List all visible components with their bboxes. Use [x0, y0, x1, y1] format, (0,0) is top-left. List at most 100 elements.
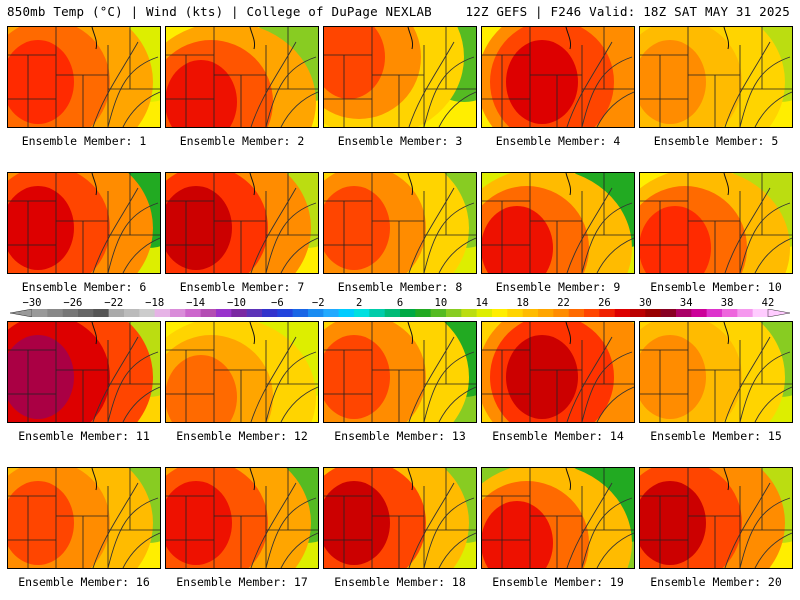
wind-contours [92, 482, 160, 568]
coastline [249, 468, 255, 491]
wind-contours [250, 336, 318, 422]
ensemble-member-label: Ensemble Member: 13 [334, 429, 466, 443]
colorbar-segment [752, 309, 769, 317]
colorbar-scale [10, 309, 790, 317]
colorbar-segment [446, 309, 462, 317]
ensemble-member-label: Ensemble Member: 5 [653, 134, 779, 148]
ensemble-member-label: Ensemble Member: 4 [495, 134, 621, 148]
colorbar-segment [676, 309, 692, 317]
state-boundaries [324, 27, 476, 127]
colorbar-tick-label: −10 [226, 297, 246, 309]
state-boundaries [640, 322, 792, 422]
colorbar-segment [737, 309, 753, 317]
ensemble-member-map [481, 172, 635, 274]
colorbar-tick-label: −6 [271, 297, 284, 309]
wind-contours [566, 482, 634, 568]
colorbar-tick-label: −30 [22, 297, 42, 309]
ensemble-member-label: Ensemble Member: 10 [650, 280, 782, 294]
colorbar-left-arrow [10, 309, 33, 317]
colorbar-segment [538, 309, 554, 317]
ensemble-member-label: Ensemble Member: 20 [650, 575, 782, 589]
ensemble-member-label: Ensemble Member: 11 [18, 429, 150, 443]
temperature-field-region [166, 355, 237, 422]
state-boundaries [166, 173, 318, 273]
ensemble-member-label: Ensemble Member: 2 [179, 134, 305, 148]
state-boundaries [166, 27, 318, 127]
wind-contours [566, 41, 634, 127]
temperature-field-region [8, 186, 74, 270]
coastline [723, 322, 729, 345]
coastline [407, 173, 413, 196]
colorbar-tick-label: −22 [104, 297, 124, 309]
wind-contours [250, 41, 318, 127]
colorbar-segment [216, 309, 232, 317]
temperature-field-region [506, 335, 578, 419]
colorbar-segment [507, 309, 523, 317]
temperature-field-region [640, 206, 711, 273]
state-boundaries [8, 173, 160, 273]
coastline [91, 468, 97, 491]
ensemble-member-map [639, 467, 793, 569]
colorbar-segment [338, 309, 355, 317]
colorbar-segment [584, 309, 600, 317]
temperature-field-region [8, 40, 74, 124]
colorbar-segment [231, 309, 247, 317]
ensemble-member-map [165, 26, 319, 128]
ensemble-member-map [165, 467, 319, 569]
colorbar-segment [660, 309, 677, 317]
state-boundaries [324, 468, 476, 568]
temperature-field-region [324, 186, 390, 270]
wind-contours [92, 41, 160, 127]
colorbar-segment [47, 309, 63, 317]
coastline [249, 322, 255, 345]
colorbar-segment [706, 309, 723, 317]
temperature-field-region [506, 40, 578, 124]
ensemble-member-map [7, 467, 161, 569]
temperature-field-region [640, 481, 706, 565]
state-boundaries [482, 173, 634, 273]
colorbar-segment [93, 309, 109, 317]
ensemble-member-label: Ensemble Member: 8 [337, 280, 463, 294]
ensemble-member-map [323, 467, 477, 569]
coastline [565, 322, 571, 345]
coastline [407, 322, 413, 345]
state-boundaries [166, 322, 318, 422]
ensemble-member-map [481, 321, 635, 423]
state-boundaries [640, 173, 792, 273]
wind-contours [408, 41, 476, 127]
colorbar-segment [108, 309, 125, 317]
wind-contours [566, 187, 634, 273]
colorbar-segment [430, 309, 447, 317]
wind-contours [724, 187, 792, 273]
wind-contours [408, 336, 476, 422]
coastline [565, 173, 571, 196]
ensemble-member-label: Ensemble Member: 12 [176, 429, 308, 443]
colorbar-segment [476, 309, 493, 317]
colorbar-tick-label: 6 [396, 297, 404, 309]
state-boundaries [482, 322, 634, 422]
colorbar-segment [645, 309, 661, 317]
wind-contours [724, 482, 792, 568]
colorbar-segment [277, 309, 293, 317]
colorbar-tick-label: 18 [516, 297, 529, 309]
colorbar-segment [200, 309, 217, 317]
coastline [249, 27, 255, 50]
ensemble-member-label: Ensemble Member: 3 [337, 134, 463, 148]
temperature-field-region [640, 40, 706, 124]
coastline [565, 27, 571, 50]
temperature-field-region [324, 481, 390, 565]
colorbar-segment [124, 309, 140, 317]
colorbar-segment [553, 309, 569, 317]
temperature-field-region [8, 481, 74, 565]
colorbar-segment [262, 309, 278, 317]
colorbar-tick-label: 38 [720, 297, 734, 309]
state-boundaries [482, 468, 634, 568]
coastline [723, 27, 729, 50]
coastline [249, 173, 255, 196]
colorbar-segment [78, 309, 94, 317]
colorbar-tick-label: −2 [311, 297, 325, 309]
colorbar-segment [630, 309, 646, 317]
ensemble-member-map [323, 172, 477, 274]
ensemble-member-map [481, 26, 635, 128]
colorbar-tick-label: −14 [186, 297, 206, 309]
